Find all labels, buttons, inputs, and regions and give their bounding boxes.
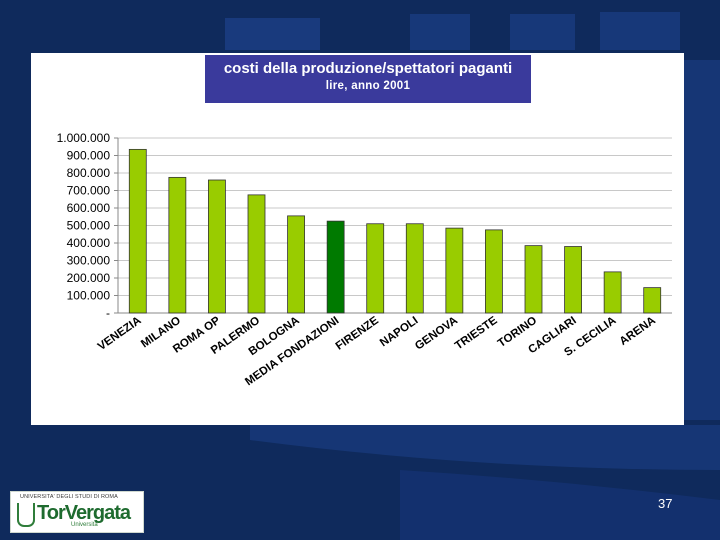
- y-tick-label: -: [106, 306, 110, 320]
- bar: [326, 220, 345, 314]
- y-tick-label: 100.000: [67, 289, 111, 303]
- bar: [405, 223, 424, 314]
- bar: [128, 148, 147, 314]
- bar: [643, 287, 662, 314]
- x-tick-label: TRIESTE: [453, 314, 500, 352]
- x-tick-label: ARENA: [618, 315, 658, 348]
- y-tick-label: 900.000: [67, 149, 111, 163]
- bar: [564, 246, 582, 314]
- y-tick-label: 500.000: [67, 219, 111, 233]
- x-tick-label: FIRENZE: [334, 314, 381, 352]
- bar: [287, 215, 305, 314]
- bar: [485, 229, 503, 314]
- logo-subtitle: Università: [71, 522, 98, 528]
- bar: [247, 194, 266, 314]
- bar: [208, 179, 226, 314]
- bar: [445, 227, 464, 314]
- chart-subtitle: lire, anno 2001: [325, 80, 411, 92]
- university-logo: UNIVERSITA' DEGLI STUDI DI ROMA TorVerga…: [10, 491, 144, 533]
- bar: [603, 271, 622, 314]
- logo-wordmark: TorVergata: [37, 502, 131, 524]
- y-tick-label: 600.000: [67, 201, 111, 215]
- logo-caption: UNIVERSITA' DEGLI STUDI DI ROMA: [20, 494, 118, 500]
- slide-number: 37: [658, 496, 673, 511]
- y-tick-label: 800.000: [67, 166, 111, 180]
- y-tick-label: 1.000.000: [57, 131, 111, 145]
- bar: [168, 176, 187, 314]
- y-tick-label: 200.000: [67, 271, 111, 285]
- y-tick-label: 700.000: [67, 184, 111, 198]
- chart-title-box: costi della produzione/spettatori pagant…: [205, 55, 531, 103]
- bar: [366, 223, 385, 314]
- x-tick-label: VENEZIA: [96, 315, 144, 353]
- chart-title: costi della produzione/spettatori pagant…: [223, 60, 513, 77]
- x-tick-label: GENOVA: [413, 315, 460, 353]
- logo-shield-icon: [17, 503, 35, 527]
- y-tick-label: 300.000: [67, 254, 111, 268]
- bar: [524, 245, 543, 314]
- y-tick-label: 400.000: [67, 236, 111, 250]
